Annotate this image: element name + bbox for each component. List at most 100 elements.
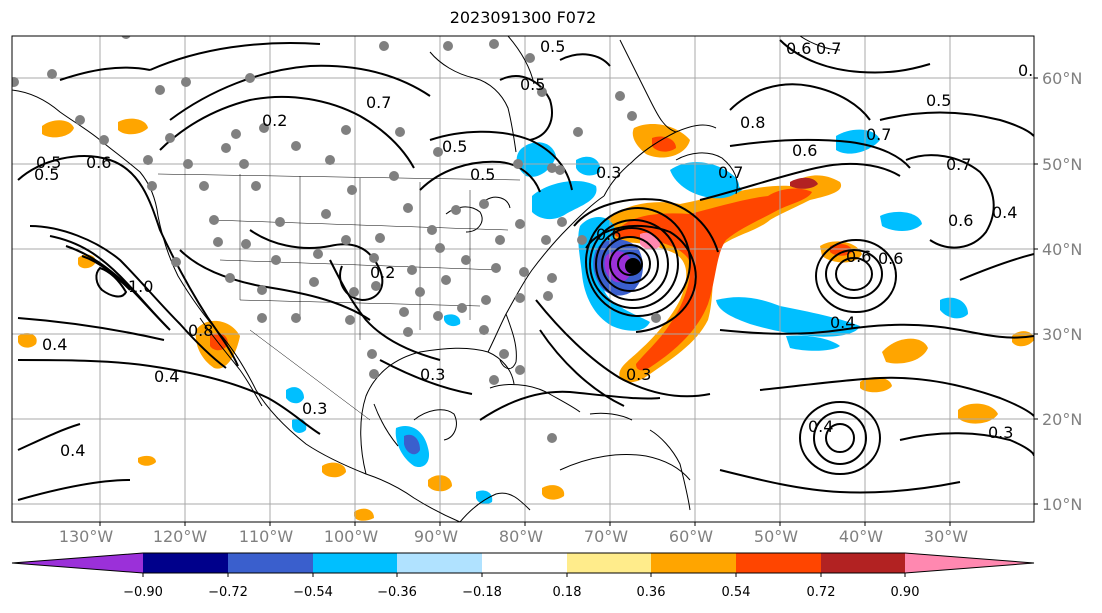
contour-label: 0.4 [992, 203, 1017, 222]
contour-label: 0.5 [540, 37, 565, 56]
contour-label: 0.4 [42, 335, 67, 354]
contour-label: 0.5 [34, 165, 59, 184]
lon-label: 130°W [59, 527, 114, 546]
colorbar-tick-label: 0.36 [637, 585, 666, 600]
shade-purple-low [404, 434, 420, 455]
contour-label: 0.6 [792, 141, 817, 160]
state-borders [157, 173, 521, 421]
shade-cyan [576, 156, 601, 176]
lon-label: 100°W [324, 527, 379, 546]
map-frame [11, 35, 1035, 523]
lon-label: 110°W [239, 527, 294, 546]
colorbar-tick-label: 0.54 [722, 585, 751, 600]
colorbar-segment [821, 553, 905, 573]
lon-label: 40°W [839, 527, 883, 546]
lon-label: 120°W [153, 527, 208, 546]
contour-label: 0.8 [188, 321, 213, 340]
shade-orange [1012, 331, 1034, 347]
station-dots [12, 36, 661, 443]
contour-label: 0.7 [366, 93, 391, 112]
colorbar-tick-label: −0.18 [462, 585, 502, 600]
shade-red [615, 188, 812, 371]
shade-orange [138, 455, 156, 466]
contour-label: 0.4 [830, 313, 855, 332]
contour-label: 0.5 [470, 165, 495, 184]
shade-cyan [476, 490, 493, 505]
contour-label: 0.6 [86, 153, 111, 172]
shade-orange [354, 508, 374, 521]
shade-orange [860, 377, 892, 393]
contour-label: 0.3 [626, 365, 651, 384]
shade-cyan [716, 297, 860, 337]
lat-label: 40°N [1042, 240, 1082, 259]
shade-cyan [532, 181, 597, 220]
contour-lines [17, 39, 1034, 501]
lon-label: 60°W [669, 527, 713, 546]
contour-label: 0.5 [442, 137, 467, 156]
contour-label: 0.7 [718, 163, 743, 182]
map-title: 2023091300 F072 [449, 8, 597, 27]
shade-orange [542, 485, 565, 500]
lat-label: 50°N [1042, 155, 1082, 174]
colorbar-segment [143, 553, 228, 573]
shade-cyan [516, 142, 556, 177]
shade-cyan [786, 335, 840, 351]
contour-label: 0.6 [786, 39, 811, 58]
contour-label: 0.5 [1018, 61, 1043, 80]
contour-label: 0.7 [946, 155, 971, 174]
shade-cyan [940, 297, 968, 319]
latitude-labels: 60°N 50°N 40°N 30°N 20°N 10°N [1042, 69, 1082, 514]
hurricane-eye [625, 258, 641, 274]
colorbar-segment [651, 553, 736, 573]
shade-cyan [836, 129, 880, 154]
contour-label: 0.7 [816, 39, 841, 58]
colorbar-segment [736, 553, 821, 573]
contour-label: 0.4 [808, 417, 833, 436]
contour-label: 0.6 [596, 225, 621, 244]
colorbar-tick-label: −0.54 [293, 585, 333, 600]
shade-cyan [880, 211, 922, 231]
contour-label: 0.6 [878, 249, 903, 268]
contour-label: 0.6 [948, 211, 973, 230]
contour-label: 0.7 [866, 125, 891, 144]
colorbar-segment [567, 553, 651, 573]
shade-orange [882, 338, 928, 364]
colorbar-segment [12, 553, 143, 573]
lat-label: 60°N [1042, 69, 1082, 88]
colorbar-tick-label: −0.72 [208, 585, 248, 600]
colorbar-segment [313, 553, 397, 573]
colorbar-tick-label: 0.18 [553, 585, 582, 600]
colorbar-tick-label: −0.36 [377, 585, 417, 600]
contour-label: 0.2 [370, 263, 395, 282]
shade-cyan [286, 387, 304, 404]
colorbar-tick-label: 0.72 [807, 585, 836, 600]
shade-orange [322, 462, 346, 478]
contour-label: 0.6 [846, 247, 871, 266]
colorbar-segment [228, 553, 313, 573]
axis-ticks [99, 77, 1038, 526]
contour-label: 1.0 [128, 277, 153, 296]
contour-labels: 0.6 0.7 0.5 0.5 0.6 0.8 0.7 0.6 0.7 0.6 … [34, 37, 1043, 460]
lon-label: 80°W [499, 527, 543, 546]
lon-label: 90°W [414, 527, 458, 546]
shade-orange [118, 118, 148, 135]
contour-label: 0.4 [154, 367, 179, 386]
longitude-labels: 130°W 120°W 110°W 100°W 90°W 80°W 70°W 6… [59, 527, 968, 546]
lat-label: 10°N [1042, 495, 1082, 514]
contour-label: 0.2 [262, 111, 287, 130]
shade-cyan [578, 217, 650, 331]
colorbar-segment [397, 553, 482, 573]
contour-label: 0.3 [988, 423, 1013, 442]
colorbar: −0.90 −0.72 −0.54 −0.36 −0.18 0.18 0.36 … [11, 552, 1035, 600]
contour-label: 0.5 [36, 153, 61, 172]
lon-label: 30°W [924, 527, 968, 546]
shade-red [790, 177, 818, 189]
shade-orange [42, 120, 74, 138]
contour-label: 0.5 [926, 91, 951, 110]
contour-label: 0.3 [302, 399, 327, 418]
lon-label: 70°W [584, 527, 628, 546]
map-background [12, 36, 1034, 522]
contour-label: 0.4 [60, 441, 85, 460]
contour-label: 0.3 [420, 365, 445, 384]
